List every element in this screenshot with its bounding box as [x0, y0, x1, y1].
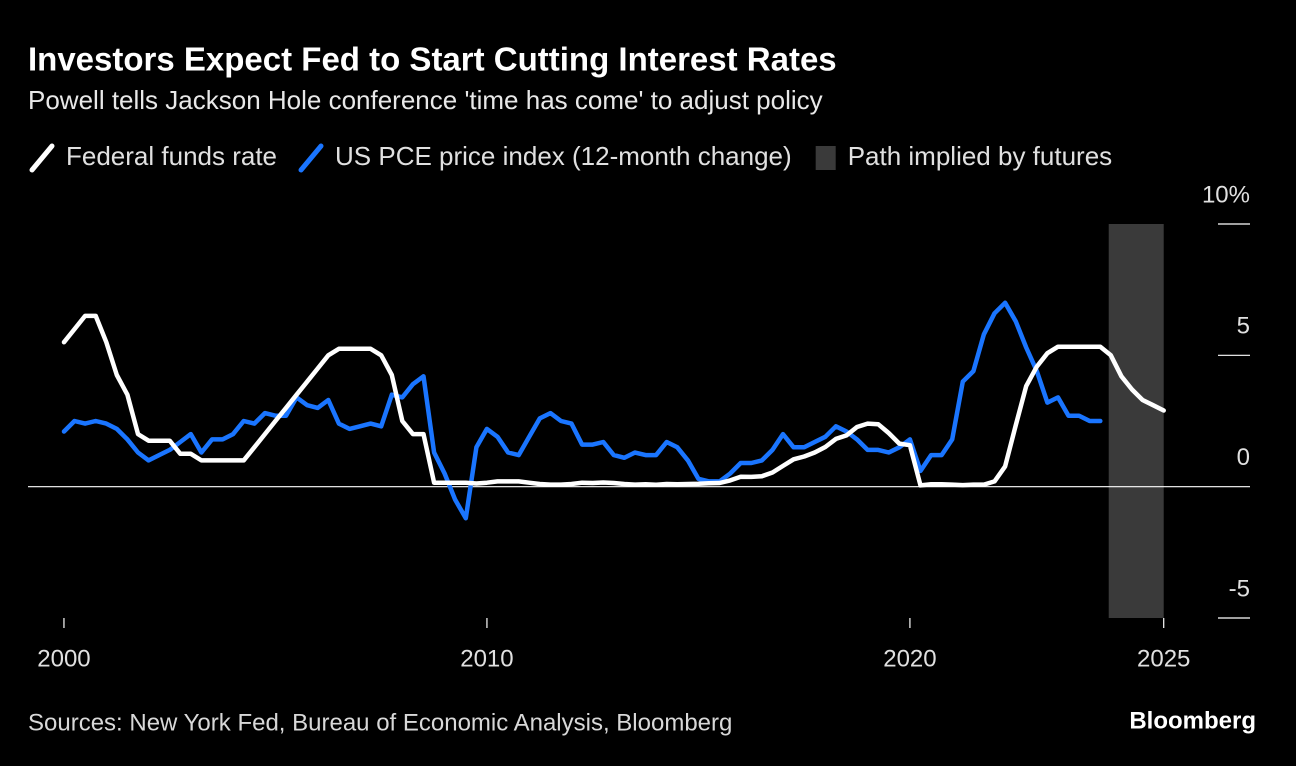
legend-swatch [815, 146, 836, 170]
y-tick-label: 10% [1202, 181, 1250, 208]
series-line [61, 300, 1103, 521]
y-tick-label: 5 [1237, 313, 1250, 340]
chart-subtitle: Powell tells Jackson Hole conference 'ti… [28, 85, 823, 115]
legend-label: US PCE price index (12-month change) [335, 141, 792, 171]
y-tick-label: -5 [1229, 575, 1250, 602]
series-line [61, 313, 1166, 488]
source: Sources: New York Fed, Bureau of Economi… [28, 709, 732, 736]
legend-label: Path implied by futures [848, 141, 1112, 171]
legend-swatch [29, 143, 55, 173]
chart-title: Investors Expect Fed to Start Cutting In… [28, 41, 837, 78]
x-tick-label: 2020 [883, 645, 936, 672]
legend-label: Federal funds rate [66, 141, 277, 171]
x-tick-label: 2010 [460, 645, 513, 672]
legend-swatch [298, 143, 324, 173]
x-tick-label: 2000 [37, 645, 90, 672]
brand: Bloomberg [1129, 707, 1256, 734]
y-tick-label: 0 [1237, 444, 1250, 471]
x-tick-label: 2025 [1137, 645, 1190, 672]
futures-region [1108, 224, 1164, 618]
